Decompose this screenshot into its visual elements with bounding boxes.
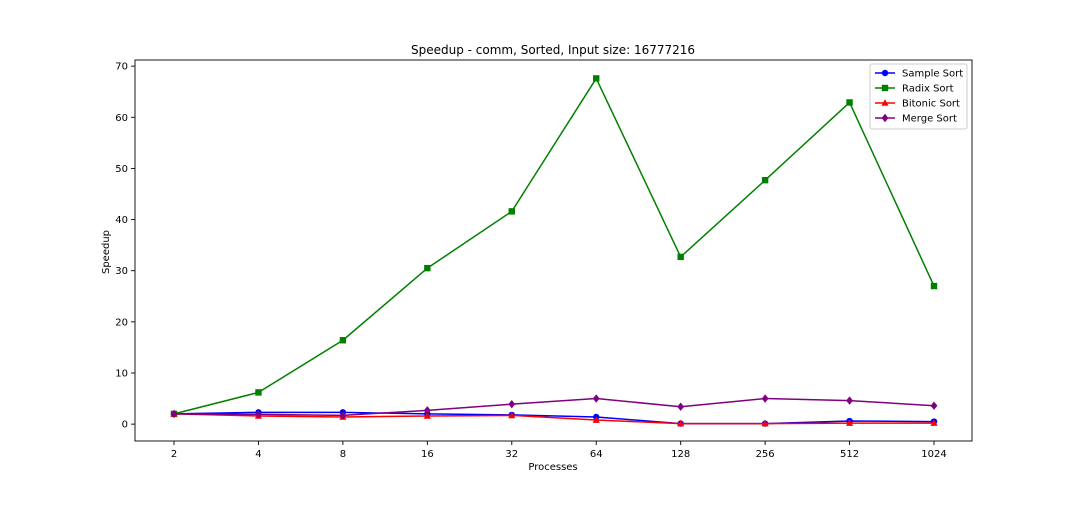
data-point (846, 99, 853, 106)
legend: Sample Sort Radix Sort Bitonic Sort Merge S… (869, 63, 968, 130)
series-line (173, 411, 935, 425)
x-tick-label: 4 (255, 449, 261, 460)
legend-item: Radix Sort (875, 84, 954, 95)
chart-title: Speedup - comm, Sorted, Input size: 1677… (411, 43, 695, 57)
data-point (423, 406, 431, 415)
y-axis-label: Speedup (101, 230, 112, 274)
y-tick-label: 10 (115, 368, 128, 379)
data-point (339, 411, 347, 420)
data-point (761, 394, 769, 403)
x-tick-label: 256 (756, 449, 775, 460)
y-tick-label: 0 (122, 420, 128, 431)
legend-item: Bitonic Sort (875, 99, 960, 110)
legend-label: Sample Sort (902, 69, 963, 80)
legend-marker (881, 99, 889, 106)
legend-marker (881, 69, 889, 77)
axes: 2 4 8 16 32 64 128 256 512 1024 0 10 20 30 40 50 60 70 (115, 59, 973, 460)
data-point (845, 419, 854, 426)
data-point (339, 337, 347, 344)
legend-marker (881, 113, 889, 123)
data-point (592, 416, 600, 423)
data-point (846, 396, 853, 405)
y-tick-label: 50 (115, 164, 128, 175)
data-point (255, 410, 262, 419)
data-point (424, 264, 431, 272)
legend-box (869, 63, 968, 130)
data-point (593, 75, 600, 82)
series-line (173, 77, 935, 415)
y-tick-label: 60 (115, 113, 128, 124)
y-tick-label: 40 (115, 215, 128, 226)
x-tick-label: 32 (505, 449, 518, 460)
x-tick-label: 512 (840, 449, 859, 460)
data-point (170, 409, 178, 419)
series-merge-sort (170, 394, 938, 420)
data-point (508, 208, 515, 215)
y-tick-label: 20 (115, 317, 128, 328)
data-point (761, 419, 769, 427)
data-point (930, 401, 938, 410)
x-tick-label: 2 (171, 449, 177, 460)
data-point (677, 253, 684, 261)
plot-area (170, 75, 938, 427)
x-axis-label: Processes (528, 462, 577, 473)
data-point (930, 419, 938, 426)
data-point (592, 394, 600, 403)
data-point (508, 399, 516, 409)
x-tick-label: 128 (671, 449, 690, 460)
data-point (677, 419, 685, 427)
legend-label: Radix Sort (902, 84, 954, 95)
plot-frame (134, 59, 973, 442)
legend-label: Merge Sort (902, 114, 957, 125)
x-tick-label: 8 (340, 449, 346, 460)
data-point (508, 411, 516, 419)
legend-item: Merge Sort (875, 114, 957, 125)
x-tick-label: 1024 (921, 449, 946, 460)
data-point (677, 402, 685, 411)
x-tick-label: 16 (421, 449, 434, 460)
legend-label: Bitonic Sort (902, 99, 960, 110)
series-line (173, 397, 935, 417)
data-point (930, 282, 938, 290)
legend-marker (881, 84, 889, 92)
series-radix-sort (170, 75, 938, 418)
data-point (761, 176, 769, 184)
y-tick-label: 70 (115, 62, 128, 73)
legend-item: Sample Sort (875, 69, 963, 80)
series-line (173, 413, 934, 425)
x-tick-label: 64 (590, 449, 603, 460)
data-point (423, 412, 431, 419)
y-tick-label: 30 (115, 266, 128, 277)
data-point (255, 389, 262, 396)
